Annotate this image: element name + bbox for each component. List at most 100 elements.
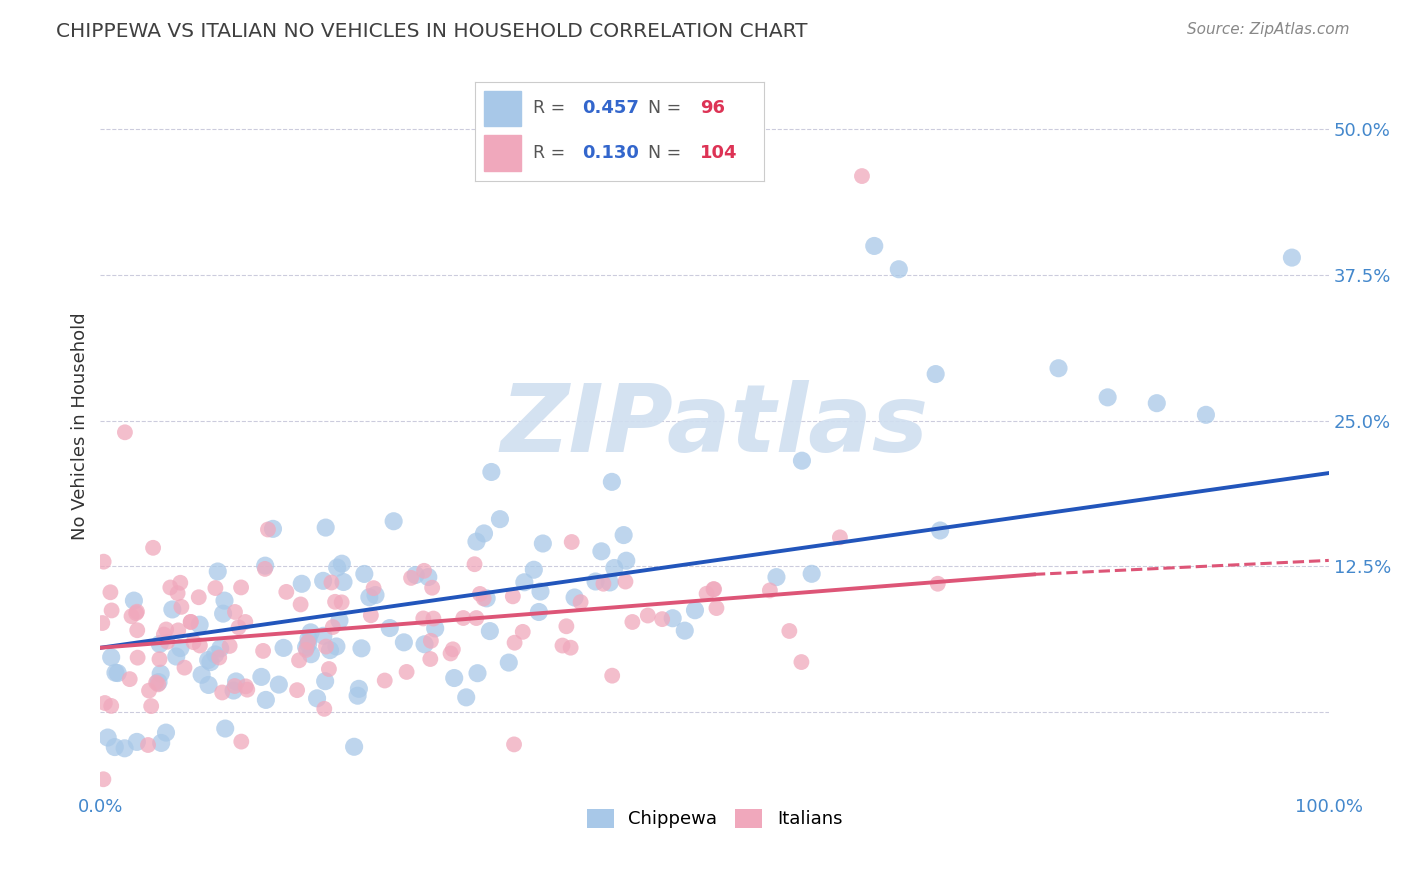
Point — [564, 591, 586, 605]
Point — [464, 558, 486, 572]
Point — [235, 679, 257, 693]
Point — [673, 624, 696, 638]
Point — [209, 641, 232, 656]
Point — [468, 587, 491, 601]
Point — [153, 627, 176, 641]
Point — [863, 239, 886, 253]
Point — [346, 689, 368, 703]
Point — [149, 666, 172, 681]
Point — [465, 611, 488, 625]
Point — [121, 609, 143, 624]
Point — [100, 603, 122, 617]
Point — [453, 611, 475, 625]
Point — [107, 666, 129, 681]
Point — [228, 620, 250, 634]
Point — [475, 591, 498, 606]
Point — [420, 581, 443, 595]
Point — [1097, 390, 1119, 404]
Point — [162, 602, 184, 616]
Point — [828, 530, 851, 544]
Point — [425, 621, 447, 635]
Point — [218, 639, 240, 653]
Point — [180, 615, 202, 629]
Point — [94, 696, 117, 710]
Point — [778, 624, 800, 638]
Point — [262, 522, 284, 536]
Point — [231, 734, 253, 748]
Point — [591, 544, 613, 558]
Point — [207, 565, 229, 579]
Point — [297, 632, 319, 646]
Point — [100, 650, 122, 665]
Point — [114, 425, 136, 440]
Point — [148, 652, 170, 666]
Point — [529, 584, 551, 599]
Text: ZIPatlas: ZIPatlas — [501, 381, 928, 473]
Point — [200, 655, 222, 669]
Point — [599, 575, 621, 590]
Point — [443, 671, 465, 685]
Point — [363, 581, 385, 595]
Point — [531, 536, 554, 550]
Point — [170, 599, 193, 614]
Point — [104, 665, 127, 680]
Point — [614, 574, 637, 589]
Point — [97, 731, 120, 745]
Point — [405, 568, 427, 582]
Y-axis label: No Vehicles in Household: No Vehicles in Household — [72, 313, 89, 541]
Point — [456, 690, 478, 705]
Point — [332, 574, 354, 589]
Point — [125, 605, 148, 619]
Point — [479, 465, 502, 479]
Point — [307, 691, 329, 706]
Point — [252, 644, 274, 658]
Point — [236, 682, 259, 697]
Point — [150, 736, 173, 750]
Point — [326, 560, 349, 574]
Point — [502, 590, 524, 604]
Point — [374, 673, 396, 688]
Point — [211, 685, 233, 699]
Point — [276, 585, 298, 599]
Point — [224, 605, 246, 619]
Point — [498, 656, 520, 670]
Point — [503, 738, 526, 752]
Point — [141, 699, 163, 714]
Point — [555, 619, 578, 633]
Point — [703, 582, 725, 597]
Point — [180, 615, 202, 629]
Point — [156, 634, 179, 648]
Point — [439, 647, 461, 661]
Point — [187, 591, 209, 605]
Point — [104, 740, 127, 755]
Point — [321, 575, 343, 590]
Point — [257, 523, 280, 537]
Point — [254, 558, 277, 573]
Point — [353, 566, 375, 581]
Point — [1195, 408, 1218, 422]
Point — [683, 603, 706, 617]
Point — [467, 666, 489, 681]
Point — [413, 637, 436, 651]
Point — [1146, 396, 1168, 410]
Point — [419, 652, 441, 666]
Point — [343, 739, 366, 754]
Point — [125, 735, 148, 749]
Point — [472, 591, 495, 606]
Point — [359, 591, 381, 605]
Point — [800, 566, 823, 581]
Point — [350, 641, 373, 656]
Point — [706, 601, 728, 615]
Point — [637, 608, 659, 623]
Point — [291, 576, 314, 591]
Point — [214, 722, 236, 736]
Point — [224, 679, 246, 693]
Text: CHIPPEWA VS ITALIAN NO VEHICLES IN HOUSEHOLD CORRELATION CHART: CHIPPEWA VS ITALIAN NO VEHICLES IN HOUSE… — [56, 22, 807, 41]
Point — [600, 475, 623, 489]
Point — [208, 650, 231, 665]
Point — [315, 520, 337, 534]
Point — [325, 640, 347, 654]
Point — [592, 576, 614, 591]
Point — [299, 647, 322, 661]
Point — [127, 650, 149, 665]
